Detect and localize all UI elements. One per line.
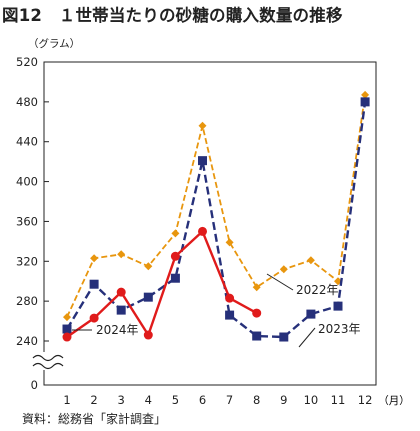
- data-point-diamond: [225, 238, 234, 247]
- data-point-square: [170, 273, 180, 283]
- data-point-square: [89, 279, 99, 289]
- y-tick-label: 360: [16, 214, 38, 228]
- series-line: [65, 101, 367, 339]
- series-2024年: [62, 226, 262, 342]
- data-point-square: [252, 331, 262, 341]
- y-tick-label: 0: [31, 378, 38, 392]
- series-label-2024年: 2024年: [72, 323, 139, 337]
- series-layer: [62, 90, 370, 342]
- y-tick-label: 400: [16, 175, 38, 189]
- x-axis-unit-label: （月）: [378, 395, 410, 407]
- data-point-square: [306, 309, 316, 319]
- x-tick-label: 3: [118, 393, 125, 407]
- data-point-diamond: [63, 313, 71, 322]
- series-label-text: 2024年: [96, 323, 139, 337]
- series-line: [66, 94, 366, 318]
- data-point-diamond: [90, 254, 99, 263]
- plot-frame: [43, 61, 377, 386]
- series-line: [66, 230, 258, 338]
- y-tick-label: 480: [16, 95, 38, 109]
- source-note: 資料：総務省「家計調査」: [22, 412, 167, 426]
- x-tick-label: 6: [199, 393, 206, 407]
- x-tick-label: 1: [63, 393, 70, 407]
- label-leader-line: [298, 327, 316, 348]
- x-tick-label: 4: [145, 393, 152, 407]
- chart-title: 図12 １世帯当たりの砂糖の購入数量の推移: [2, 6, 343, 25]
- data-point-circle: [252, 308, 262, 318]
- label-leader-line: [266, 273, 294, 291]
- labels-layer: 2022年 2023年 2024年: [72, 273, 361, 348]
- y-axis-unit-label: （グラム）: [28, 38, 81, 50]
- axis-break-mask: [34, 352, 54, 370]
- data-point-diamond: [306, 256, 315, 265]
- data-point-circle: [170, 251, 180, 261]
- data-point-square: [360, 97, 370, 107]
- y-tick-label: 520: [16, 55, 38, 69]
- x-tick-label: 7: [226, 393, 233, 407]
- series-2023年: [62, 97, 370, 342]
- series-label-text: 2022年: [296, 283, 339, 297]
- data-point-diamond: [171, 229, 180, 238]
- data-point-diamond: [361, 90, 370, 99]
- y-tick-label: 320: [16, 254, 38, 268]
- data-point-diamond: [279, 265, 288, 274]
- series-2022年: [63, 90, 370, 322]
- data-point-circle: [62, 332, 72, 342]
- data-point-diamond: [117, 250, 126, 259]
- data-point-diamond: [252, 283, 261, 292]
- data-point-circle: [89, 313, 99, 323]
- x-tick-label: 5: [172, 393, 179, 407]
- x-tick-label: 8: [253, 393, 260, 407]
- data-point-diamond: [198, 121, 207, 130]
- axis-break-wave: [32, 362, 64, 370]
- data-point-square: [279, 332, 289, 342]
- y-tick-label: 440: [16, 135, 38, 149]
- series-label-2022年: 2022年: [266, 273, 339, 297]
- data-point-square: [333, 301, 343, 311]
- x-tick-label: 12: [358, 393, 373, 407]
- data-point-circle: [225, 293, 235, 303]
- x-tick-label: 10: [304, 393, 319, 407]
- data-point-square: [143, 292, 153, 302]
- data-point-square: [198, 156, 207, 166]
- y-axis-break: [32, 352, 64, 370]
- x-tick-label: 9: [280, 393, 287, 407]
- data-point-diamond: [144, 262, 153, 271]
- data-point-circle: [116, 287, 126, 297]
- data-point-square: [225, 310, 235, 320]
- x-tick-label: 2: [90, 393, 97, 407]
- x-tick-label: 11: [331, 393, 346, 407]
- series-label-text: 2023年: [318, 322, 361, 336]
- y-tick-label: 240: [16, 334, 38, 348]
- y-tick-label: 280: [16, 294, 38, 308]
- series-label-2023年: 2023年: [298, 322, 361, 348]
- data-point-circle: [198, 226, 207, 236]
- data-point-square: [116, 305, 126, 315]
- data-point-square: [62, 324, 72, 334]
- axis-break-wave: [32, 354, 64, 362]
- data-point-circle: [143, 330, 153, 340]
